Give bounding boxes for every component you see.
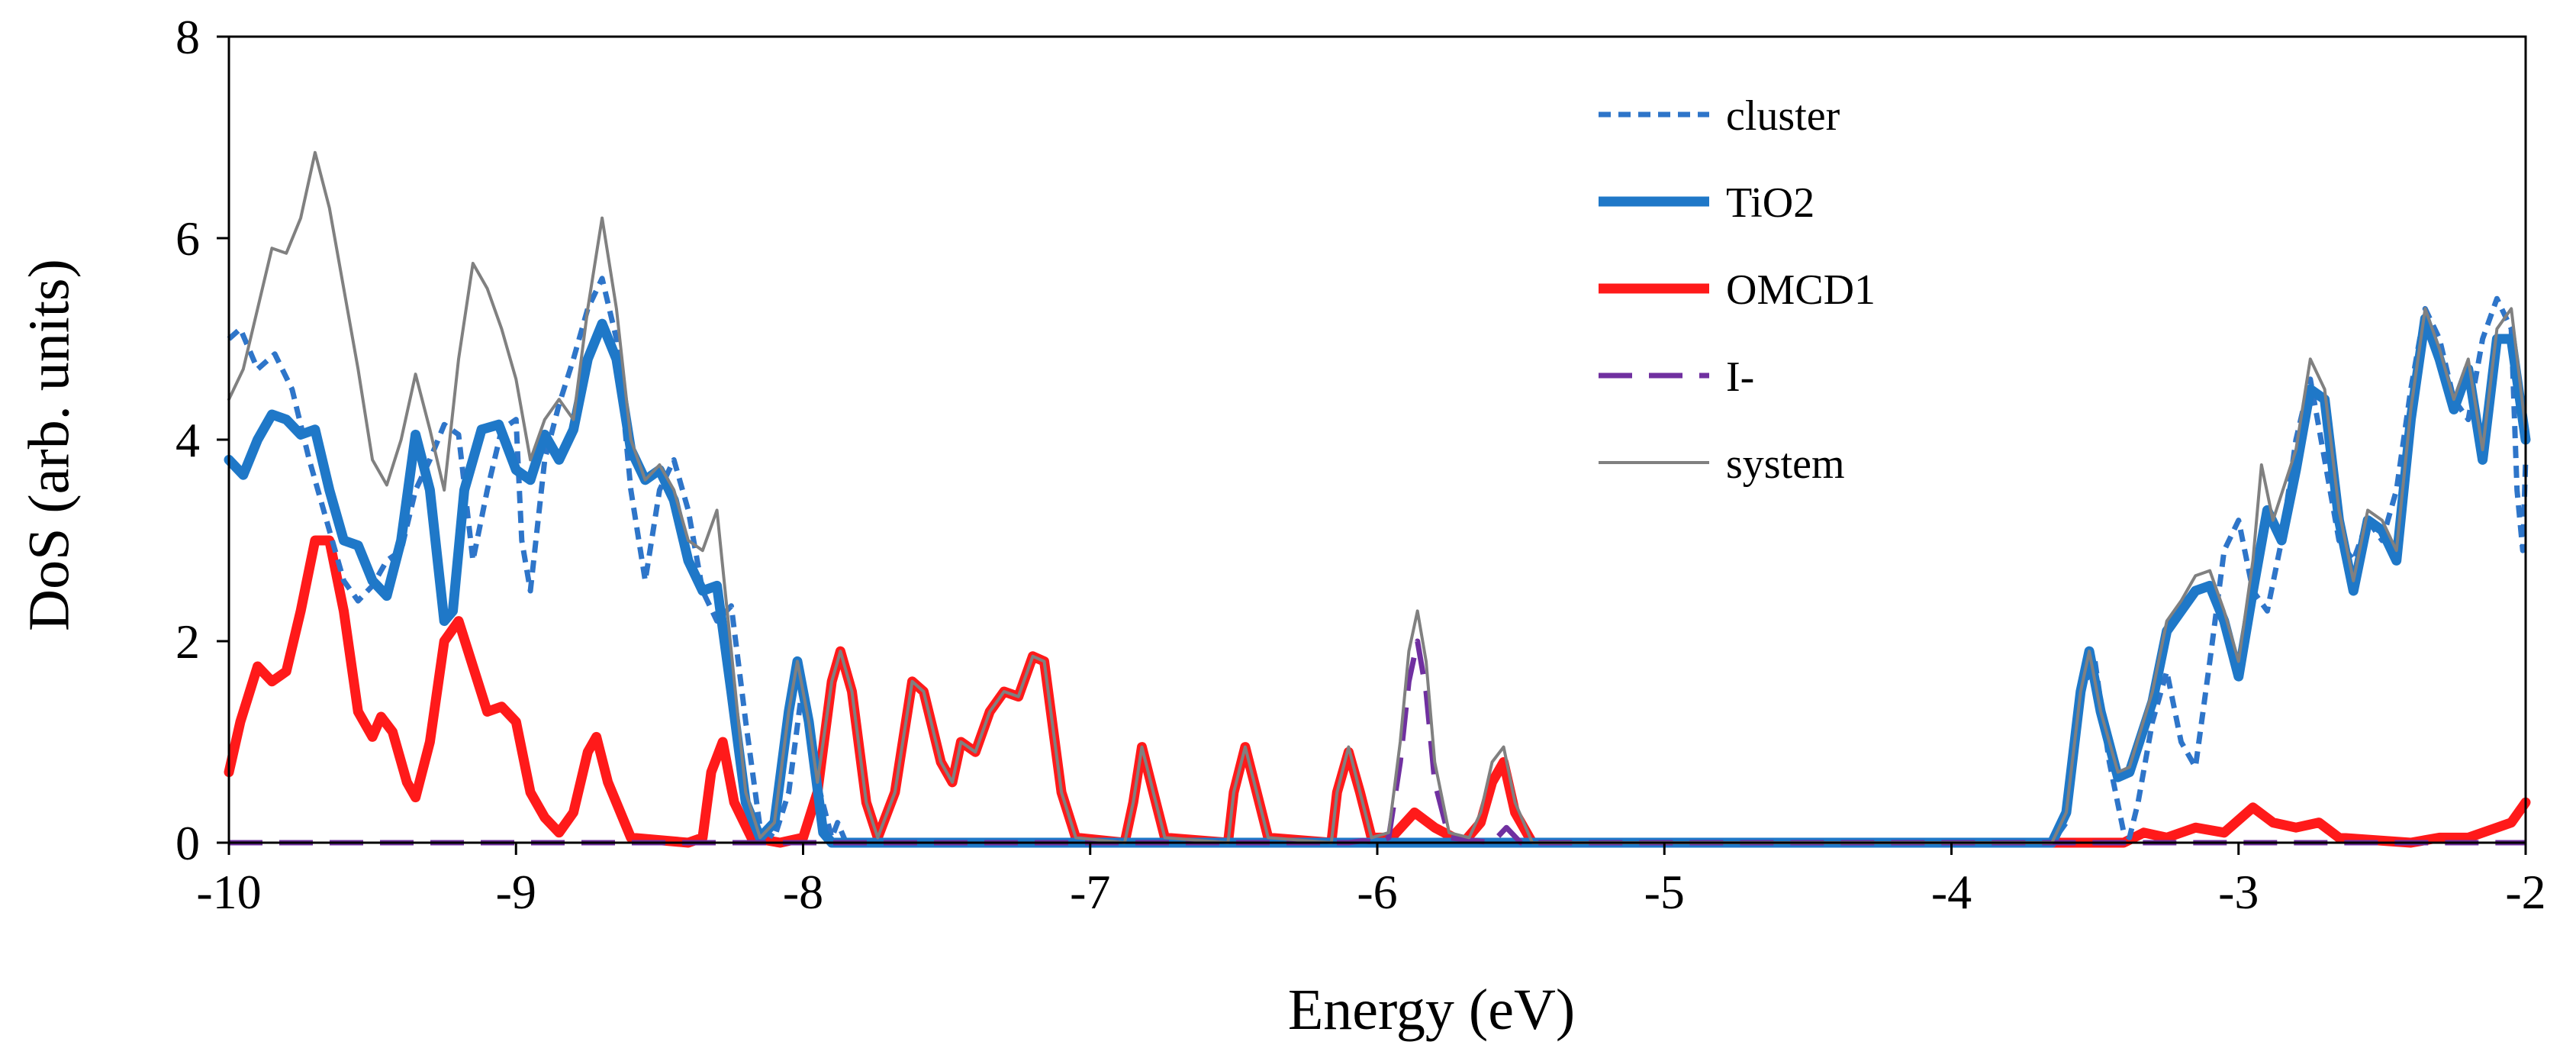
legend: cluster TiO2 OMCD1 I-system bbox=[1599, 92, 1876, 488]
x-tick-label: -7 bbox=[1070, 865, 1110, 919]
legend-label-omcd1: OMCD1 bbox=[1726, 266, 1876, 314]
x-tick-label: -10 bbox=[196, 865, 261, 919]
y-tick-label: 2 bbox=[175, 614, 200, 669]
x-tick-label: -5 bbox=[1644, 865, 1685, 919]
y-tick-label: 8 bbox=[175, 10, 200, 64]
series-line-omcd1 bbox=[224, 535, 2531, 848]
x-tick-label: -2 bbox=[2505, 865, 2545, 919]
x-tick-label: -4 bbox=[1931, 865, 1972, 919]
x-tick-label: -6 bbox=[1357, 865, 1397, 919]
y-tick-label: 4 bbox=[175, 413, 200, 467]
legend-label-tio2: TiO2 bbox=[1726, 179, 1814, 227]
legend-label-system: system bbox=[1726, 440, 1845, 488]
x-tick-label: -3 bbox=[2218, 865, 2259, 919]
y-tick-label: 0 bbox=[175, 816, 200, 870]
x-tick-label: -8 bbox=[783, 865, 823, 919]
series-line-tio2 bbox=[224, 314, 2531, 848]
series-line-i bbox=[229, 638, 2526, 846]
x-tick-label: -9 bbox=[496, 865, 536, 919]
y-axis-title-group: DoS (arb. units) bbox=[17, 259, 81, 631]
y-tick-label: 6 bbox=[175, 211, 200, 266]
legend-label-i: I- bbox=[1726, 353, 1754, 401]
y-axis-title: DoS (arb. units) bbox=[17, 259, 81, 631]
series-line-cluster bbox=[227, 276, 2529, 846]
series-line-system bbox=[227, 150, 2527, 844]
x-axis-title: Energy (eV) bbox=[1288, 978, 1575, 1042]
legend-label-cluster: cluster bbox=[1726, 92, 1840, 140]
